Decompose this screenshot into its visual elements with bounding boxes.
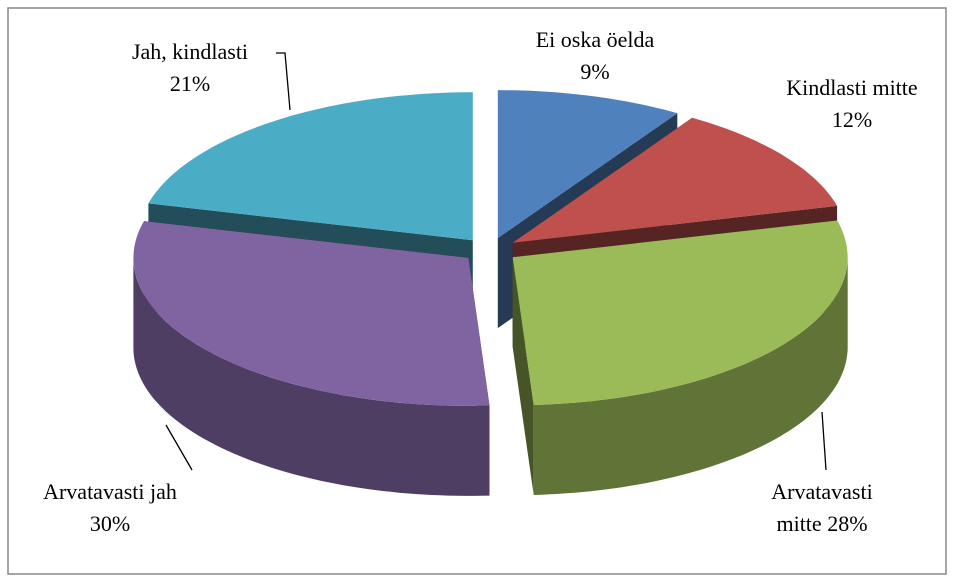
- leader-line: [821, 411, 827, 471]
- slice-top: [133, 221, 490, 406]
- category-label: Arvatavasti jah: [43, 479, 177, 504]
- data-label: Arvatavasti mitte 28%: [752, 476, 892, 540]
- category-label: Jah, kindlasti: [131, 39, 249, 64]
- value-label: 12%: [831, 107, 873, 132]
- value-label: 30%: [89, 511, 131, 536]
- value-label: 28%: [827, 511, 868, 536]
- slice-top: [497, 90, 678, 239]
- slice: [512, 220, 848, 495]
- data-label: Jah, kindlasti 21%: [90, 36, 290, 100]
- slice-side: [512, 257, 534, 495]
- leader-line: [165, 424, 193, 471]
- slice-top: [512, 220, 848, 405]
- slice-wall: [533, 257, 848, 495]
- slice-top: [148, 92, 473, 241]
- data-label: Ei oska öelda 9%: [485, 24, 705, 88]
- pie: [133, 90, 848, 496]
- leader-lines: [165, 52, 827, 471]
- slice-wall: [133, 257, 490, 496]
- category-label: Kindlasti mitte: [786, 75, 918, 100]
- slice: [133, 221, 490, 496]
- data-label: Kindlasti mitte 12%: [742, 72, 956, 136]
- data-label: Arvatavasti jah 30%: [40, 476, 180, 540]
- value-label: 9%: [580, 59, 610, 84]
- category-label: Arvatavasti mitte: [771, 479, 873, 536]
- category-label: Ei oska öelda: [535, 27, 655, 52]
- leader-line: [276, 52, 291, 111]
- slice-top: [512, 117, 838, 243]
- value-label: 21%: [169, 71, 211, 96]
